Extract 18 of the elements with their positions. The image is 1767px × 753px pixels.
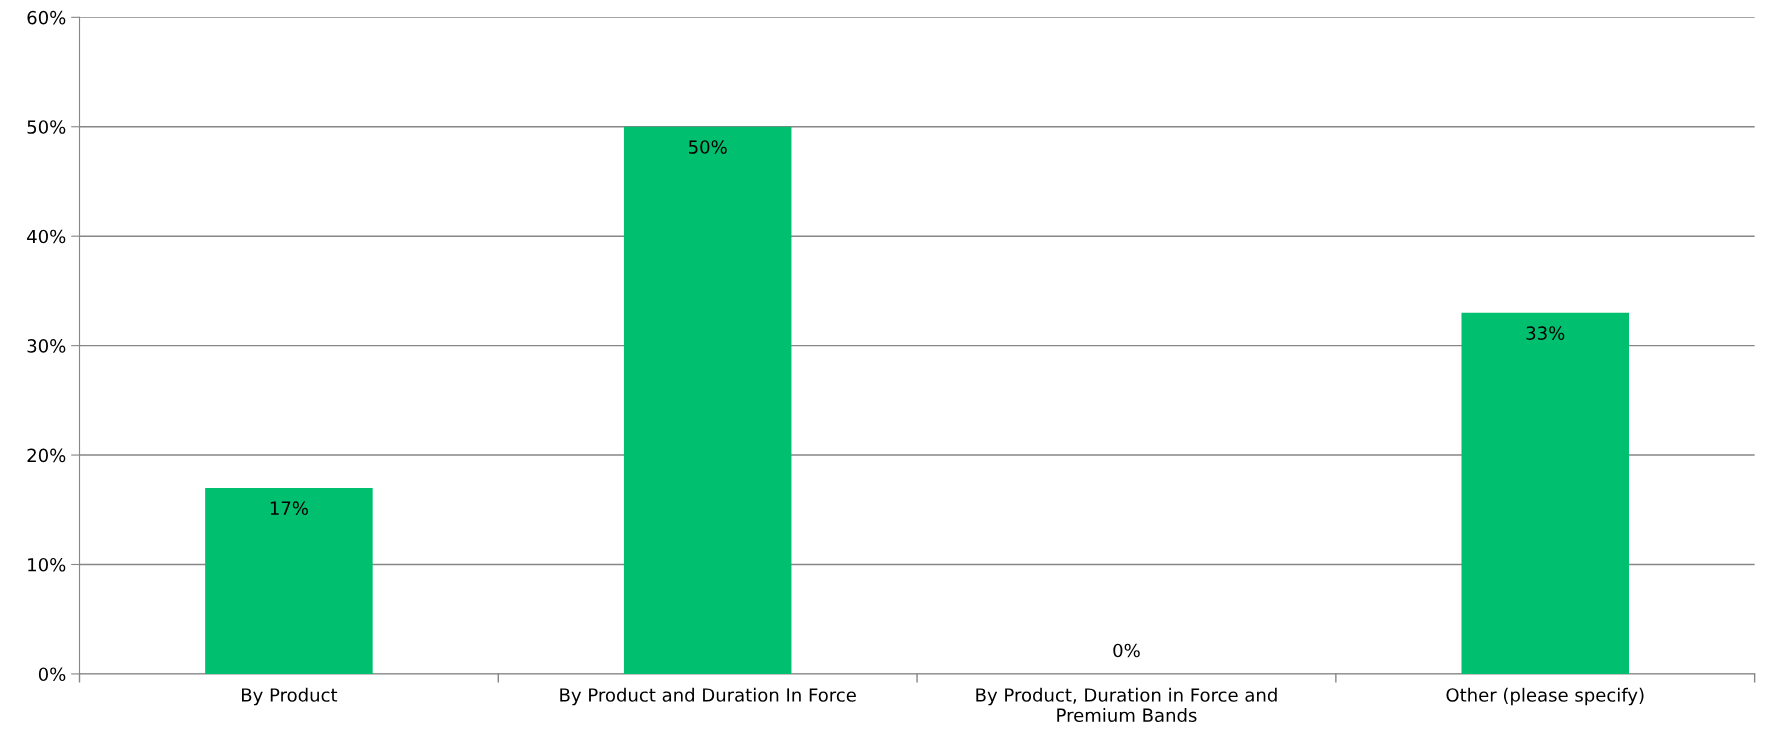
data-label: 17% xyxy=(270,501,308,515)
y-tick-label: 60% xyxy=(27,10,66,25)
x-tick-label: By Product xyxy=(242,687,338,706)
y-tick-label: 30% xyxy=(27,339,66,353)
bar xyxy=(1461,312,1629,674)
y-tick-label: 20% xyxy=(27,448,66,463)
bar xyxy=(623,126,792,674)
x-tick-label: Other (please specify) xyxy=(1446,687,1644,706)
x-tick-label: By Product, Duration in Force and Premium Bands xyxy=(976,687,1277,723)
y-tick-label: 0% xyxy=(38,667,66,682)
data-label: 33% xyxy=(1526,326,1565,340)
data-label: 50% xyxy=(689,140,727,154)
bar xyxy=(205,487,373,674)
x-tick-label: By Product and Duration In Force xyxy=(560,687,856,706)
y-tick-label: 10% xyxy=(28,557,66,572)
y-tick-label: 50% xyxy=(27,120,66,134)
y-tick-label: 40% xyxy=(27,229,66,244)
data-label: 0% xyxy=(1113,643,1140,658)
